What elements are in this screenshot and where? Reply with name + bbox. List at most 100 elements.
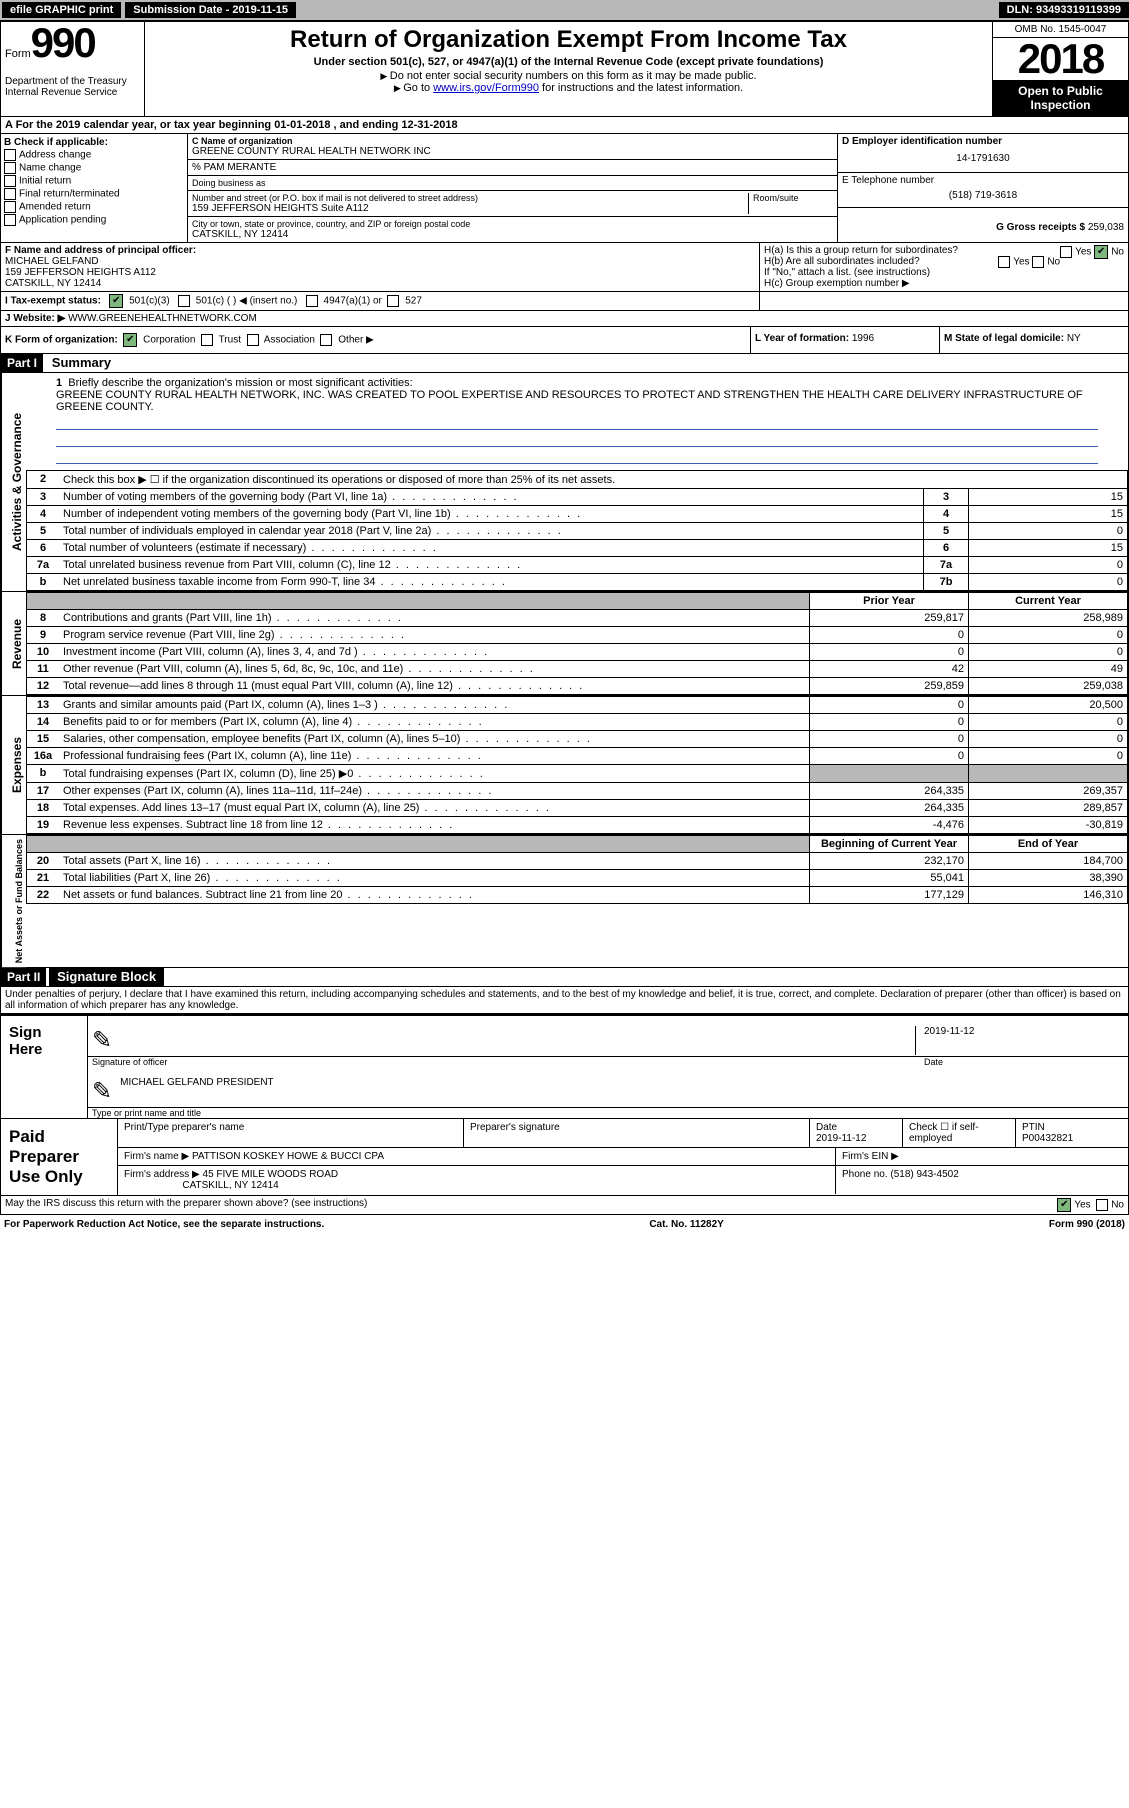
firm-ein-label: Firm's EIN ▶ bbox=[836, 1148, 1128, 1165]
tax-period: A For the 2019 calendar year, or tax yea… bbox=[0, 117, 1129, 134]
year-formation: L Year of formation: 1996 bbox=[750, 327, 939, 353]
org-name-label: C Name of organization bbox=[192, 136, 833, 146]
firm-phone: (518) 943-4502 bbox=[890, 1169, 958, 1180]
paid-preparer-label: Paid Preparer Use Only bbox=[1, 1119, 118, 1195]
irs-link[interactable]: www.irs.gov/Form990 bbox=[433, 82, 539, 94]
group-return-q: H(a) Is this a group return for subordin… bbox=[764, 245, 1124, 256]
chk-association[interactable] bbox=[247, 334, 259, 346]
city-state-zip: CATSKILL, NY 12414 bbox=[192, 229, 833, 240]
officer-name: MICHAEL GELFAND bbox=[5, 256, 755, 267]
mission-text: GREENE COUNTY RURAL HEALTH NETWORK, INC.… bbox=[56, 389, 1083, 413]
sig-officer-label: Signature of officer bbox=[88, 1057, 920, 1067]
ein-label: D Employer identification number bbox=[842, 136, 1124, 147]
topbar: efile GRAPHIC print Submission Date - 20… bbox=[0, 0, 1129, 20]
officer-label: F Name and address of principal officer: bbox=[5, 245, 755, 256]
form-number: 990 bbox=[31, 19, 95, 66]
firm-addr2: CATSKILL, NY 12414 bbox=[182, 1180, 278, 1191]
print-name-label: Type or print name and title bbox=[88, 1108, 1128, 1118]
sig-date-label: Date bbox=[920, 1057, 1128, 1067]
officer-print-name: MICHAEL GELFAND PRESIDENT bbox=[120, 1077, 274, 1106]
ssn-note: Do not enter social security numbers on … bbox=[149, 70, 988, 82]
form-title: Return of Organization Exempt From Incom… bbox=[149, 26, 988, 54]
chk-final-return[interactable]: Final return/terminated bbox=[4, 188, 184, 200]
tab-activities-governance: Activities & Governance bbox=[1, 373, 26, 591]
section-b-header: B Check if applicable: bbox=[4, 137, 184, 148]
tax-exempt-label: I Tax-exempt status: bbox=[5, 296, 101, 307]
chk-4947[interactable] bbox=[306, 295, 318, 307]
self-employed-label: Check ☐ if self-employed bbox=[903, 1119, 1016, 1147]
section-b-checkboxes: B Check if applicable: Address change Na… bbox=[1, 134, 188, 242]
chk-address-change[interactable]: Address change bbox=[4, 149, 184, 161]
ein: 14-1791630 bbox=[842, 147, 1124, 170]
ptin-label: PTIN bbox=[1022, 1122, 1045, 1133]
part1-title: Summary bbox=[46, 355, 111, 370]
gross-label: G Gross receipts $ bbox=[996, 222, 1088, 233]
subordinates-note: If "No," attach a list. (see instruction… bbox=[764, 267, 1124, 278]
instructions-note: Go to www.irs.gov/Form990 for instructio… bbox=[149, 82, 988, 94]
chk-discuss-yes[interactable]: ✔ bbox=[1057, 1198, 1071, 1212]
room-label: Room/suite bbox=[748, 193, 833, 214]
part2-title: Signature Block bbox=[49, 967, 164, 986]
group-exemption: H(c) Group exemption number ▶ bbox=[764, 278, 1124, 289]
preparer-name-label: Print/Type preparer's name bbox=[118, 1119, 464, 1147]
part1-header: Part I bbox=[1, 354, 43, 372]
gross-receipts: 259,038 bbox=[1088, 222, 1124, 233]
perjury-declaration: Under penalties of perjury, I declare th… bbox=[0, 987, 1129, 1014]
state-domicile: M State of legal domicile: NY bbox=[939, 327, 1128, 353]
chk-discuss-no[interactable] bbox=[1096, 1199, 1108, 1211]
firm-addr1: 45 FIVE MILE WOODS ROAD bbox=[203, 1169, 339, 1180]
form-footer: Form 990 (2018) bbox=[1049, 1219, 1125, 1230]
address-label: Number and street (or P.O. box if mail i… bbox=[192, 193, 748, 203]
pen-icon: ✎ bbox=[92, 1026, 112, 1055]
pen-icon-2: ✎ bbox=[92, 1077, 112, 1106]
chk-amended[interactable]: Amended return bbox=[4, 201, 184, 213]
dba-label: Doing business as bbox=[188, 176, 837, 191]
ptin: P00432821 bbox=[1022, 1133, 1073, 1144]
part2-header: Part II bbox=[1, 968, 46, 986]
tab-revenue: Revenue bbox=[1, 592, 26, 695]
form-label: Form bbox=[5, 48, 31, 60]
street-address: 159 JEFFERSON HEIGHTS Suite A112 bbox=[192, 203, 748, 214]
tab-expenses: Expenses bbox=[1, 696, 26, 834]
chk-501c[interactable] bbox=[178, 295, 190, 307]
chk-corporation[interactable]: ✔ bbox=[123, 333, 137, 347]
org-name: GREENE COUNTY RURAL HEALTH NETWORK INC bbox=[192, 146, 833, 157]
form-org-label: K Form of organization: bbox=[5, 335, 118, 346]
firm-name-label: Firm's name ▶ bbox=[124, 1151, 189, 1162]
note2-pre: Go to bbox=[403, 82, 433, 94]
firm-phone-label: Phone no. bbox=[842, 1169, 890, 1180]
sign-date: 2019-11-12 bbox=[915, 1026, 1124, 1055]
submission-date: Submission Date - 2019-11-15 bbox=[125, 2, 296, 18]
telephone: (518) 719-3618 bbox=[842, 186, 1124, 205]
chk-application-pending[interactable]: Application pending bbox=[4, 214, 184, 226]
dln: DLN: 93493319119399 bbox=[999, 2, 1129, 18]
irs-discuss-q: May the IRS discuss this return with the… bbox=[5, 1198, 1057, 1212]
chk-trust[interactable] bbox=[201, 334, 213, 346]
chk-other[interactable] bbox=[320, 334, 332, 346]
city-label: City or town, state or province, country… bbox=[192, 219, 833, 229]
firm-addr-label: Firm's address ▶ bbox=[124, 1169, 200, 1180]
preparer-sig-label: Preparer's signature bbox=[464, 1119, 810, 1147]
officer-address: 159 JEFFERSON HEIGHTS A112 CATSKILL, NY … bbox=[5, 267, 755, 289]
chk-527[interactable] bbox=[387, 295, 399, 307]
department: Department of the Treasury Internal Reve… bbox=[5, 76, 140, 98]
website-row: J Website: ▶ WWW.GREENEHEALTHNETWORK.COM bbox=[0, 311, 1129, 327]
form-subtitle: Under section 501(c), 527, or 4947(a)(1)… bbox=[149, 56, 988, 68]
tel-label: E Telephone number bbox=[842, 175, 1124, 186]
cat-number: Cat. No. 11282Y bbox=[649, 1219, 723, 1230]
care-of: % PAM MERANTE bbox=[188, 160, 837, 176]
tax-year: 2018 bbox=[993, 38, 1128, 80]
tab-net-assets: Net Assets or Fund Balances bbox=[1, 835, 26, 967]
sign-here-label: Sign Here bbox=[1, 1016, 88, 1118]
open-to-public: Open to Public Inspection bbox=[993, 80, 1128, 116]
chk-initial-return[interactable]: Initial return bbox=[4, 175, 184, 187]
prep-date: 2019-11-12 bbox=[816, 1133, 866, 1144]
chk-501c3[interactable]: ✔ bbox=[109, 294, 123, 308]
form-id-box: Form990 Department of the Treasury Inter… bbox=[1, 22, 145, 116]
mission-label: Briefly describe the organization's miss… bbox=[68, 377, 412, 389]
efile-button[interactable]: efile GRAPHIC print bbox=[2, 2, 121, 18]
paperwork-notice: For Paperwork Reduction Act Notice, see … bbox=[4, 1219, 324, 1230]
chk-name-change[interactable]: Name change bbox=[4, 162, 184, 174]
firm-name: PATTISON KOSKEY HOWE & BUCCI CPA bbox=[192, 1151, 384, 1162]
prep-date-label: Date bbox=[816, 1122, 837, 1133]
